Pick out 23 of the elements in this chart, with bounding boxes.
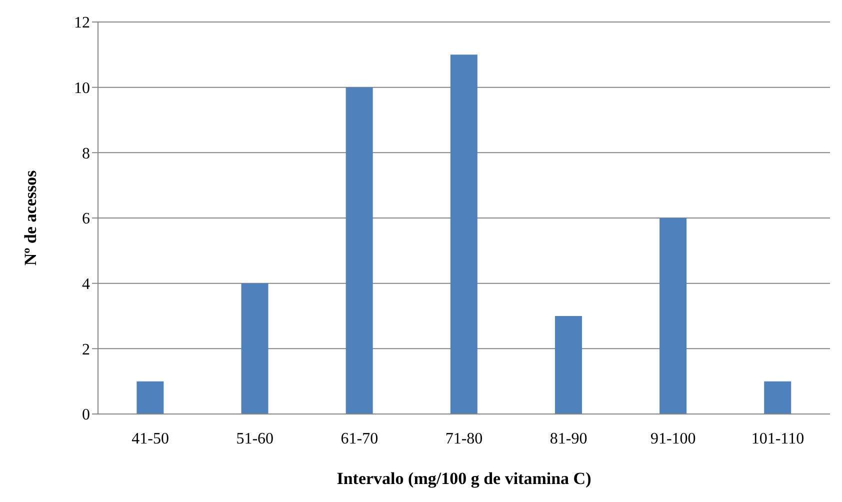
y-tick-label: 4 xyxy=(82,276,90,294)
x-tick-label: 51-60 xyxy=(236,430,274,448)
x-tick-label: 81-90 xyxy=(550,430,588,448)
y-tick-label: 8 xyxy=(82,145,90,162)
y-tick-label: 6 xyxy=(82,210,90,228)
y-tick-label: 0 xyxy=(82,406,90,424)
y-tick-label: 10 xyxy=(74,80,90,98)
bar xyxy=(346,87,373,414)
y-axis-title: Nº de acessos xyxy=(21,170,40,266)
y-tick-label: 2 xyxy=(82,341,90,358)
bar xyxy=(764,381,792,414)
x-axis-title: Intervalo (mg/100 g de vitamina C) xyxy=(336,469,592,488)
x-tick-label: 101-110 xyxy=(751,430,804,448)
bar xyxy=(241,283,268,414)
x-tick-label: 61-70 xyxy=(340,430,378,448)
bar xyxy=(136,381,164,414)
x-tick-label: 91-100 xyxy=(650,430,696,448)
y-tick-label: 12 xyxy=(74,14,90,32)
bar xyxy=(554,316,582,414)
x-tick-label: 71-80 xyxy=(445,430,483,448)
x-tick-label: 41-50 xyxy=(132,430,169,448)
bar xyxy=(450,54,478,414)
bar xyxy=(660,218,687,414)
